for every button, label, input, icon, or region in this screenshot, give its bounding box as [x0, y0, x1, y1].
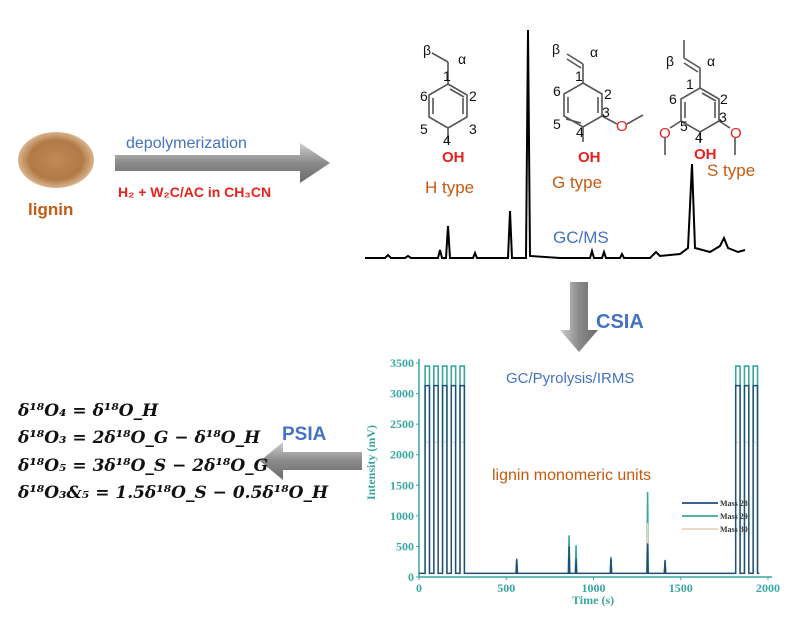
svg-text:4: 4 — [695, 129, 703, 145]
legend-label: Mass 28 — [720, 499, 748, 508]
svg-text:6: 6 — [420, 88, 428, 104]
x-tick-label: 1000 — [582, 581, 606, 595]
svg-text:O: O — [730, 125, 742, 142]
y-tick-label: 2500 — [390, 417, 414, 431]
svg-text:3: 3 — [602, 104, 610, 120]
psia-arrow — [260, 442, 362, 480]
conditions-label: H₂ + W₂C/AC in CH₃CN — [118, 184, 271, 200]
h-type-labels: β α 1 2 3 4 5 6 OH — [420, 42, 477, 166]
svg-text:β: β — [423, 42, 431, 58]
gcms-chromatogram — [365, 29, 746, 259]
svg-text:3: 3 — [719, 109, 727, 125]
svg-text:1: 1 — [443, 68, 451, 84]
svg-text:β: β — [666, 53, 674, 69]
svg-text:1: 1 — [575, 68, 583, 84]
series-line-mass-28 — [419, 384, 760, 575]
series-line-mass-30 — [419, 441, 760, 575]
x-tick-label: 0 — [416, 581, 422, 595]
svg-text:2: 2 — [469, 88, 477, 104]
h-type-structure — [428, 52, 468, 142]
svg-text:OH: OH — [442, 149, 465, 166]
g-type-structure — [563, 53, 644, 142]
svg-text:2: 2 — [604, 86, 612, 102]
svg-text:α: α — [590, 44, 598, 60]
y-tick-label: 1500 — [390, 478, 414, 492]
x-tick-label: 500 — [497, 581, 515, 595]
depolymerization-arrow — [115, 143, 330, 183]
svg-text:1: 1 — [686, 76, 694, 92]
s-type-label: S type — [707, 161, 755, 180]
chart-annotation: lignin monomeric units — [492, 467, 651, 484]
g-type-labels: β α 1 2 3 4 5 6 O OH — [552, 41, 628, 166]
svg-text:5: 5 — [420, 121, 428, 137]
csia-label: CSIA — [596, 311, 644, 333]
g-type-label: G type — [552, 173, 602, 192]
svg-text:α: α — [458, 51, 466, 67]
svg-text:2: 2 — [720, 91, 728, 107]
csia-arrow — [560, 282, 598, 352]
irms-chart: 0 500 1000 1500 2000 2500 3000 3500 0 500 1000 1500… — [390, 356, 780, 595]
s-type-labels: β α 12 34 56 O O OH — [659, 53, 742, 163]
y-tick-label: 3000 — [390, 387, 414, 401]
equation: δ¹⁸O₃&₅ = 1.5δ¹⁸O_S − 0.5δ¹⁸O_H — [17, 483, 329, 503]
svg-text:6: 6 — [553, 83, 561, 99]
equation: δ¹⁸O₃ = 2δ¹⁸O_G − δ¹⁸O_H — [17, 428, 261, 448]
lignin-label: lignin — [28, 200, 73, 219]
y-tick-label: 1000 — [390, 509, 414, 523]
svg-text:3: 3 — [469, 121, 477, 137]
svg-text:5: 5 — [553, 116, 561, 132]
y-tick-label: 3500 — [390, 356, 414, 370]
svg-text:OH: OH — [578, 149, 601, 166]
chart-title: GC/Pyrolysis/IRMS — [506, 370, 634, 387]
legend-label: Mass 29 — [720, 512, 748, 521]
svg-text:4: 4 — [576, 124, 584, 140]
h-type-label: H type — [425, 178, 474, 197]
svg-text:4: 4 — [443, 132, 451, 148]
svg-text:β: β — [552, 41, 560, 57]
x-tick-label: 2000 — [756, 581, 780, 595]
gcms-label: GC/MS — [553, 228, 609, 247]
svg-text:6: 6 — [669, 91, 677, 107]
y-tick-label: 0 — [408, 570, 414, 584]
psia-label: PSIA — [282, 424, 327, 445]
equation: δ¹⁸O₅ = 3δ¹⁸O_S − 2δ¹⁸O_G — [17, 456, 268, 476]
equations: δ¹⁸O₄ = δ¹⁸O_H δ¹⁸O₃ = 2δ¹⁸O_G − δ¹⁸O_H … — [17, 401, 329, 503]
x-axis-label: Time (s) — [572, 593, 614, 607]
svg-text:O: O — [616, 118, 628, 135]
s-type-structure — [664, 40, 736, 155]
svg-text:5: 5 — [680, 118, 688, 134]
svg-text:OH: OH — [694, 146, 717, 163]
equation: δ¹⁸O₄ = δ¹⁸O_H — [17, 401, 159, 421]
y-tick-label: 2000 — [390, 448, 414, 462]
x-tick-label: 1500 — [669, 581, 693, 595]
svg-text:α: α — [707, 53, 715, 69]
depolymerization-label: depolymerization — [126, 135, 247, 152]
legend-label: Mass 30 — [720, 525, 748, 534]
y-tick-label: 500 — [396, 539, 414, 553]
y-axis-label: Intensity (mV) — [364, 425, 378, 500]
svg-text:O: O — [659, 125, 671, 142]
lignin-powder-image — [18, 132, 94, 188]
